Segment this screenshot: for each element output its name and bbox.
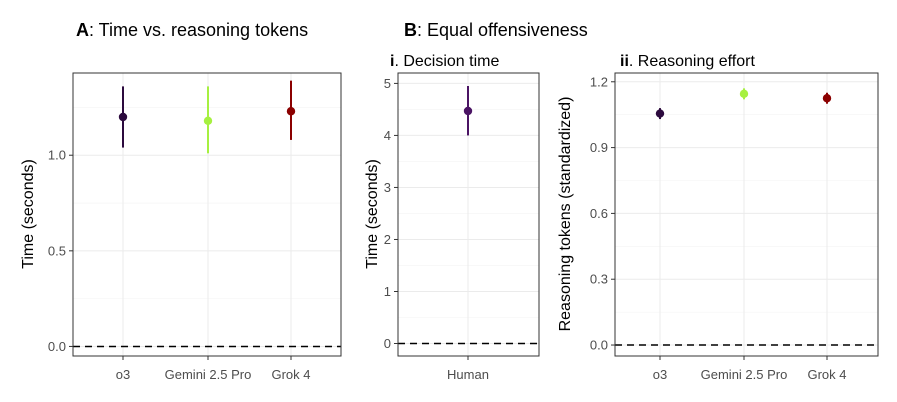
x-tick-label: o3 <box>653 367 667 382</box>
data-point-gemini-2-5-pro <box>739 89 749 99</box>
y-tick-label: 5 <box>384 76 391 91</box>
y-tick-label: 0.6 <box>590 206 608 221</box>
data-point-o3 <box>655 109 665 118</box>
data-point-o3 <box>118 112 128 122</box>
x-tick-label: o3 <box>116 367 130 382</box>
panel-bii-chart: 0.0 0.3 0.6 0.9 1.2 o3 Gemini 2.5 Pro Grok 4 Rea… <box>557 72 879 382</box>
x-tick-label: Grok 4 <box>271 367 310 382</box>
panel-bii-heading: ii. Reasoning effort <box>620 53 755 70</box>
panel-a-chart: 0.0 0.5 1.0 o3 Gemini 2.5 Pro Grok 4 Time (sec… <box>20 72 342 382</box>
plot-frame <box>397 72 540 357</box>
x-tick-label: Gemini 2.5 Pro <box>165 367 252 382</box>
y-tick-label: 0 <box>384 336 391 351</box>
y-tick-label: 0.3 <box>590 272 608 287</box>
data-point-human <box>463 106 473 116</box>
panel-b-heading: B: Equal offensiveness <box>404 20 588 40</box>
x-tick-label: Gemini 2.5 Pro <box>701 367 788 382</box>
y-tick-label: 1.0 <box>48 148 66 163</box>
y-tick-label: 1 <box>384 284 391 299</box>
y-tick-label: 3 <box>384 180 391 195</box>
y-tick-label: 0.9 <box>590 140 608 155</box>
data-point-grok-4 <box>286 107 296 116</box>
x-tick-label: Grok 4 <box>807 367 846 382</box>
x-tick-label: Human <box>447 367 489 382</box>
panel-bi-chart: 0 1 2 3 4 5 Human Time (seconds) <box>364 72 540 382</box>
y-tick-label: 0.5 <box>48 243 66 258</box>
panel-bi-heading: i. Decision time <box>390 53 499 70</box>
y-tick-label: 1.2 <box>590 74 608 89</box>
data-point-gemini-2-5-pro <box>203 116 213 126</box>
y-tick-label: 0.0 <box>48 339 66 354</box>
panel-a-heading: A: Time vs. reasoning tokens <box>76 20 308 40</box>
y-axis-title: Time (seconds) <box>364 159 381 269</box>
y-tick-label: 0.0 <box>590 338 608 353</box>
y-axis-title: Reasoning tokens (standardized) <box>557 97 574 332</box>
y-tick-label: 2 <box>384 232 391 247</box>
data-point-grok-4 <box>822 94 832 103</box>
y-axis-title: Time (seconds) <box>20 159 37 269</box>
plot-frame <box>614 72 879 357</box>
plot-frame <box>72 72 342 357</box>
y-tick-label: 4 <box>384 128 391 143</box>
